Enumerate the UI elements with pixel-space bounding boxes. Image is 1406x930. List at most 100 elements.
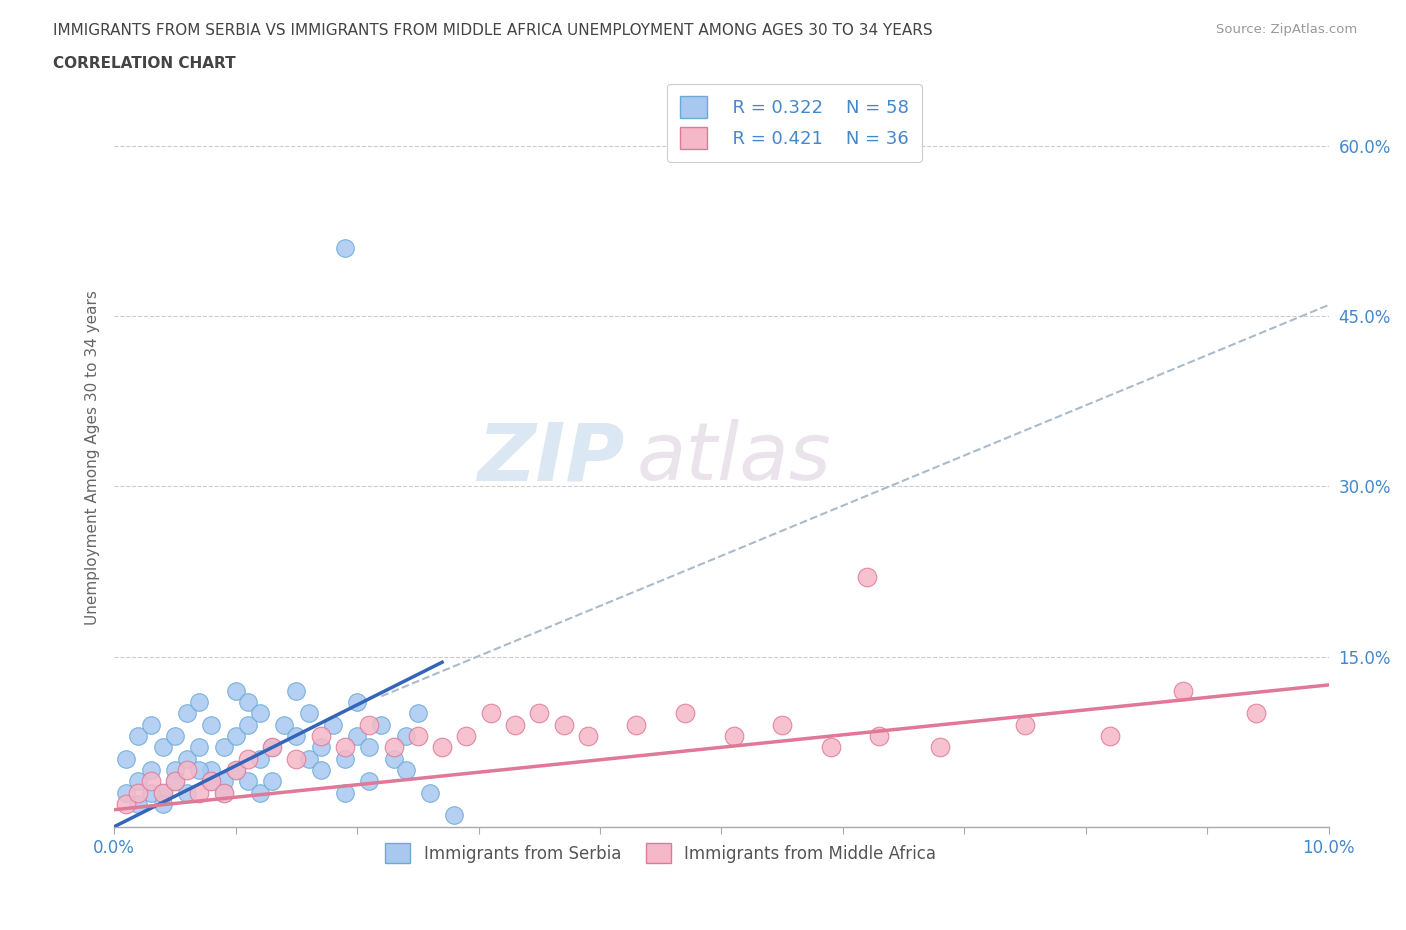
Point [212, 785, 235, 800]
Point [1171, 684, 1194, 698]
Point [152, 740, 174, 755]
Point [127, 785, 149, 800]
Point [273, 717, 295, 732]
Text: IMMIGRANTS FROM SERBIA VS IMMIGRANTS FROM MIDDLE AFRICA UNEMPLOYMENT AMONG AGES : IMMIGRANTS FROM SERBIA VS IMMIGRANTS FRO… [53, 23, 934, 38]
Point [188, 740, 211, 755]
Point [225, 763, 247, 777]
Point [382, 740, 405, 755]
Point [297, 751, 319, 766]
Point [139, 774, 162, 789]
Point [163, 774, 186, 789]
Point [553, 717, 575, 732]
Point [395, 763, 418, 777]
Text: CORRELATION CHART: CORRELATION CHART [53, 56, 236, 71]
Point [200, 774, 222, 789]
Point [333, 241, 356, 256]
Point [285, 751, 308, 766]
Point [200, 763, 222, 777]
Point [225, 684, 247, 698]
Point [188, 785, 211, 800]
Point [359, 740, 381, 755]
Point [212, 785, 235, 800]
Point [212, 740, 235, 755]
Point [152, 797, 174, 812]
Point [1244, 706, 1267, 721]
Point [139, 785, 162, 800]
Point [346, 695, 368, 710]
Text: ZIP: ZIP [477, 419, 624, 497]
Point [249, 706, 271, 721]
Point [163, 728, 186, 743]
Point [200, 774, 222, 789]
Point [115, 785, 138, 800]
Legend: Immigrants from Serbia, Immigrants from Middle Africa: Immigrants from Serbia, Immigrants from … [378, 836, 943, 870]
Point [176, 706, 198, 721]
Text: atlas: atlas [637, 419, 831, 497]
Point [359, 774, 381, 789]
Point [225, 763, 247, 777]
Y-axis label: Unemployment Among Ages 30 to 34 years: Unemployment Among Ages 30 to 34 years [86, 290, 100, 626]
Point [236, 717, 259, 732]
Point [236, 751, 259, 766]
Point [820, 740, 842, 755]
Point [309, 740, 332, 755]
Point [382, 751, 405, 766]
Point [333, 785, 356, 800]
Point [188, 763, 211, 777]
Point [152, 785, 174, 800]
Point [1099, 728, 1122, 743]
Point [929, 740, 952, 755]
Point [285, 728, 308, 743]
Point [163, 763, 186, 777]
Point [430, 740, 453, 755]
Point [297, 706, 319, 721]
Point [673, 706, 696, 721]
Point [576, 728, 599, 743]
Point [176, 763, 198, 777]
Point [249, 751, 271, 766]
Point [346, 728, 368, 743]
Point [868, 728, 890, 743]
Point [359, 717, 381, 732]
Point [1014, 717, 1036, 732]
Point [115, 797, 138, 812]
Point [176, 785, 198, 800]
Point [249, 785, 271, 800]
Point [139, 717, 162, 732]
Point [419, 785, 441, 800]
Point [456, 728, 478, 743]
Point [127, 728, 149, 743]
Point [529, 706, 551, 721]
Point [262, 774, 284, 789]
Point [503, 717, 526, 732]
Point [139, 763, 162, 777]
Point [127, 774, 149, 789]
Point [333, 751, 356, 766]
Point [770, 717, 793, 732]
Point [188, 695, 211, 710]
Point [322, 717, 344, 732]
Point [236, 774, 259, 789]
Point [115, 751, 138, 766]
Point [723, 728, 745, 743]
Point [262, 740, 284, 755]
Text: Source: ZipAtlas.com: Source: ZipAtlas.com [1216, 23, 1357, 36]
Point [127, 797, 149, 812]
Point [225, 728, 247, 743]
Point [163, 774, 186, 789]
Point [262, 740, 284, 755]
Point [309, 728, 332, 743]
Point [236, 695, 259, 710]
Point [370, 717, 392, 732]
Point [479, 706, 502, 721]
Point [406, 728, 429, 743]
Point [200, 717, 222, 732]
Point [626, 717, 648, 732]
Point [856, 570, 879, 585]
Point [309, 763, 332, 777]
Point [443, 808, 465, 823]
Point [176, 751, 198, 766]
Point [406, 706, 429, 721]
Point [285, 684, 308, 698]
Point [212, 774, 235, 789]
